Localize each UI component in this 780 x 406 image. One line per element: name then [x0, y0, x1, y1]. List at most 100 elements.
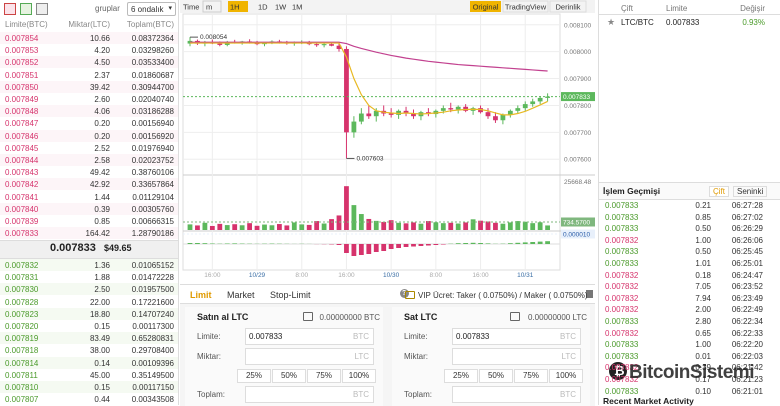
trade-price: 0.007833: [605, 340, 638, 349]
total: 0.03186288: [132, 107, 174, 116]
view-icon[interactable]: [4, 3, 16, 15]
price: 0.007820: [5, 322, 38, 331]
amount: 164.42: [86, 229, 110, 238]
view-icon[interactable]: [36, 3, 48, 15]
view-icon[interactable]: [20, 3, 32, 15]
amount: 0.85: [94, 217, 110, 226]
annotation: 0.007603: [356, 155, 383, 162]
trade-amount: 1.01: [695, 259, 711, 268]
order-tab[interactable]: Market: [227, 290, 255, 300]
price: 0.007850: [5, 83, 38, 92]
order-tab[interactable]: Limit: [190, 290, 212, 300]
trade-time: 06:25:01: [732, 259, 763, 268]
macd-bar: [344, 244, 349, 253]
input-unit: BTC: [560, 332, 576, 341]
total: 1.28790186: [132, 229, 174, 238]
trade-amount: 0.50: [695, 247, 711, 256]
total: 0.38760106: [132, 168, 174, 177]
trade-amount: 2.00: [695, 305, 711, 314]
total: 0.33657864: [132, 180, 174, 189]
price: 0.007828: [5, 298, 38, 307]
history-tab[interactable]: Çift: [709, 186, 729, 197]
trade-amount: 0.21: [695, 201, 711, 210]
macd-bar: [523, 242, 528, 244]
macd-bar: [463, 243, 468, 244]
macd-bar: [381, 244, 386, 251]
star-icon[interactable]: ★: [607, 17, 615, 28]
percent-button[interactable]: 75%: [514, 369, 548, 383]
total: 0.01065152: [132, 261, 174, 270]
watermark: BitcoinSistemi: [629, 362, 754, 384]
total: 0.17221600: [132, 298, 174, 307]
total: 0.65280831: [132, 334, 174, 343]
trade-time: 06:22:34: [732, 317, 763, 326]
total: 0.01957500: [132, 285, 174, 294]
volume-bar: [366, 219, 371, 230]
macd-bar: [396, 244, 401, 248]
input-unit: BTC: [353, 390, 369, 399]
total: 0.29708400: [132, 346, 174, 355]
macd-bar: [359, 244, 364, 255]
price: 0.007814: [5, 359, 38, 368]
volume-bar: [433, 222, 438, 230]
percent-button[interactable]: 100%: [549, 369, 583, 383]
volume-bar: [255, 226, 260, 230]
volume-bar: [329, 219, 334, 230]
trade-price: 0.007833: [605, 259, 638, 268]
trade-time: 06:27:28: [732, 201, 763, 210]
trade-amount: 7.05: [695, 282, 711, 291]
x-tick-label: 8:00: [295, 272, 308, 279]
tag-label: 734.5700: [563, 220, 590, 227]
amount: 83.49: [90, 334, 110, 343]
macd-bar: [441, 244, 446, 245]
percent-button[interactable]: 100%: [342, 369, 376, 383]
balance: 0.00000000 LTC: [528, 313, 587, 322]
percent-button[interactable]: 75%: [307, 369, 341, 383]
trade-time: 06:24:47: [732, 271, 763, 280]
macd-bar: [366, 244, 371, 254]
total: 0.00117150: [132, 383, 174, 392]
amount: 1.44: [94, 193, 110, 202]
amount: 4.20: [94, 46, 110, 55]
price: 0.007845: [5, 144, 38, 153]
trade-time: 06:22:49: [732, 305, 763, 314]
volume-bar: [508, 222, 513, 230]
order-tab[interactable]: Stop-Limit: [270, 290, 311, 300]
price: 0.007819: [5, 334, 38, 343]
candle-body: [523, 104, 528, 108]
price: 0.007844: [5, 156, 38, 165]
amount: 0.20: [94, 132, 110, 141]
macd-bar: [426, 244, 431, 246]
percent-button[interactable]: 25%: [237, 369, 271, 383]
volume-bar: [441, 223, 446, 230]
volume-bar: [530, 223, 535, 230]
column-header: Toplam(BTC): [127, 20, 174, 29]
price: 0.007811: [5, 371, 38, 380]
percent-button[interactable]: 50%: [272, 369, 306, 383]
pair[interactable]: LTC/BTC: [621, 18, 654, 27]
volume-bar: [538, 222, 543, 230]
volume-bar: [523, 222, 528, 230]
percent-button[interactable]: 25%: [444, 369, 478, 383]
volume-bar: [352, 205, 357, 230]
history-tab[interactable]: Seninki: [733, 186, 767, 197]
amount: 4.50: [94, 58, 110, 67]
macd-bar: [508, 243, 513, 244]
toolbar-item: Time: [183, 3, 199, 12]
toolbar-item: m: [206, 3, 212, 12]
macd-bar: [530, 242, 535, 244]
macd-bar: [225, 244, 230, 245]
volume-bar: [240, 225, 245, 230]
trade-time: 06:22:33: [732, 329, 763, 338]
total: 0.00117300: [132, 322, 174, 331]
decimals-select[interactable]: 6 ondalık ▾: [127, 2, 176, 16]
view-tab-label: Original: [473, 3, 499, 12]
last-price: 0.007833: [50, 242, 96, 254]
price: 0.007823: [5, 310, 38, 319]
input-unit: BTC: [560, 390, 576, 399]
amount: 2.37: [94, 71, 110, 80]
vip-label: VIP: [418, 291, 431, 300]
volume-bar: [419, 224, 424, 230]
percent-button[interactable]: 50%: [479, 369, 513, 383]
trade-time: 06:23:49: [732, 294, 763, 303]
